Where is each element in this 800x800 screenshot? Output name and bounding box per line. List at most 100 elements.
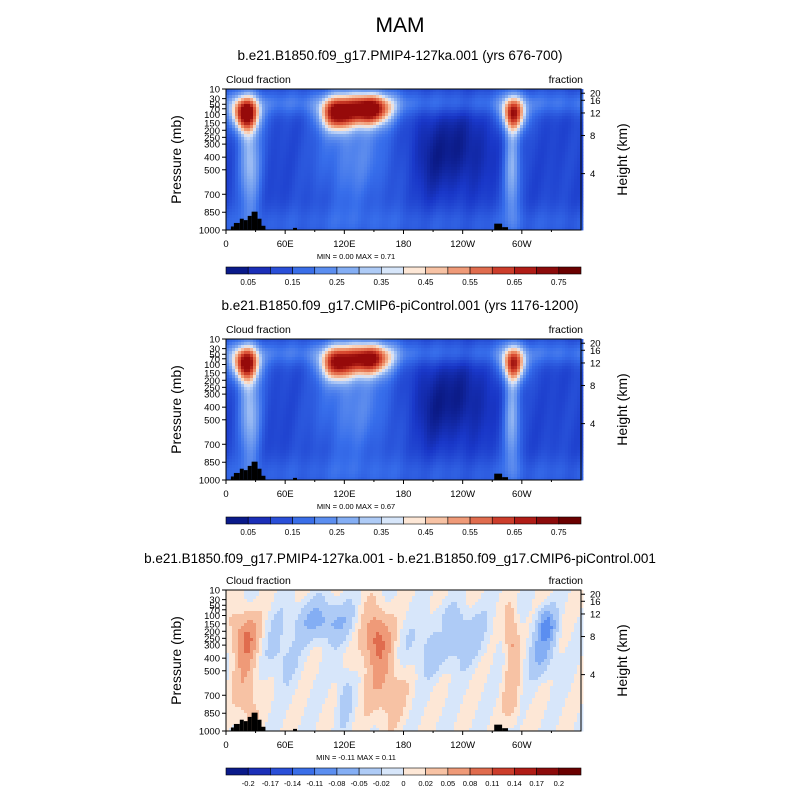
heatmap-cell (439, 164, 443, 168)
heatmap-cell (394, 167, 398, 171)
heatmap-cell (439, 140, 443, 144)
heatmap-cell (304, 212, 308, 216)
heatmap-cell (361, 122, 365, 126)
heatmap-cell (415, 152, 419, 156)
heatmap-cell (454, 95, 458, 99)
heatmap-cell (445, 212, 449, 216)
heatmap-cell (490, 92, 494, 96)
heatmap-cell (463, 185, 467, 189)
heatmap-cell (313, 125, 317, 129)
heatmap-cell (541, 218, 545, 222)
heatmap-cell (325, 107, 329, 111)
heatmap-cell (469, 185, 473, 189)
heatmap-cell (415, 224, 419, 228)
heatmap-cell (286, 116, 290, 120)
heatmap-cell (250, 101, 254, 105)
heatmap-cell (310, 179, 314, 183)
heatmap-cell (412, 191, 416, 195)
heatmap-cell (331, 89, 335, 93)
heatmap-cell (409, 95, 413, 99)
heatmap-cell (385, 161, 389, 165)
heatmap-cell (514, 197, 518, 201)
heatmap-field (226, 89, 584, 231)
heatmap-cell (244, 110, 248, 114)
heatmap-cell (418, 194, 422, 198)
heatmap-cell (544, 107, 548, 111)
heatmap-cell (319, 227, 323, 231)
heatmap-cell (256, 164, 260, 168)
heatmap-cell (454, 125, 458, 129)
heatmap-cell (532, 119, 536, 123)
heatmap-cell (298, 155, 302, 159)
heatmap-cell (391, 173, 395, 177)
heatmap-cell (517, 155, 521, 159)
heatmap-cell (511, 131, 515, 135)
heatmap-cell (235, 128, 239, 132)
heatmap-cell (439, 107, 443, 111)
heatmap-cell (412, 221, 416, 225)
heatmap-cell (310, 200, 314, 204)
heatmap-cell (373, 188, 377, 192)
heatmap-cell (400, 149, 404, 153)
heatmap-cell (286, 197, 290, 201)
heatmap-cell (259, 143, 263, 147)
heatmap-cell (256, 197, 260, 201)
heatmap-cell (313, 116, 317, 120)
heatmap-cell (346, 203, 350, 207)
heatmap-cell (355, 101, 359, 105)
heatmap-cell (331, 194, 335, 198)
heatmap-cell (229, 200, 233, 204)
heatmap-cell (364, 173, 368, 177)
heatmap-cell (382, 89, 386, 93)
heatmap-cell (316, 221, 320, 225)
heatmap-cell (523, 191, 527, 195)
heatmap-cell (376, 95, 380, 99)
heatmap-cell (316, 173, 320, 177)
heatmap-cell (469, 158, 473, 162)
heatmap-cell (271, 104, 275, 108)
heatmap-cell (463, 119, 467, 123)
heatmap-cell (346, 119, 350, 123)
heatmap-cell (442, 122, 446, 126)
heatmap-cell (448, 209, 452, 213)
heatmap-cell (508, 125, 512, 129)
heatmap-cell (514, 152, 518, 156)
heatmap-cell (313, 128, 317, 132)
heatmap-cell (445, 158, 449, 162)
heatmap-cell (499, 158, 503, 162)
heatmap-cell (226, 89, 230, 93)
heatmap-cell (328, 185, 332, 189)
heatmap-cell (352, 131, 356, 135)
heatmap-cell (499, 200, 503, 204)
heatmap-cell (436, 116, 440, 120)
heatmap-cell (499, 104, 503, 108)
heatmap-cell (508, 170, 512, 174)
heatmap-cell (256, 161, 260, 165)
heatmap-cell (289, 98, 293, 102)
heatmap-cell (493, 122, 497, 126)
heatmap-cell (340, 146, 344, 150)
heatmap-cell (517, 224, 521, 228)
heatmap-cell (415, 110, 419, 114)
heatmap-cell (298, 122, 302, 126)
heatmap-cell (511, 215, 515, 219)
heatmap-cell (340, 191, 344, 195)
heatmap-cell (493, 131, 497, 135)
heatmap-cell (307, 155, 311, 159)
heatmap-cell (334, 206, 338, 210)
heatmap-cell (466, 179, 470, 183)
heatmap-cell (229, 110, 233, 114)
heatmap-cell (256, 179, 260, 183)
heatmap-cell (304, 173, 308, 177)
heatmap-cell (415, 149, 419, 153)
heatmap-cell (361, 140, 365, 144)
heatmap-cell (313, 167, 317, 171)
heatmap-cell (289, 176, 293, 180)
heatmap-cell (520, 167, 524, 171)
heatmap-cell (400, 209, 404, 213)
heatmap-cell (529, 221, 533, 225)
heatmap-cell (499, 143, 503, 147)
heatmap-cell (493, 206, 497, 210)
heatmap-cell (535, 227, 539, 231)
heatmap-cell (358, 200, 362, 204)
